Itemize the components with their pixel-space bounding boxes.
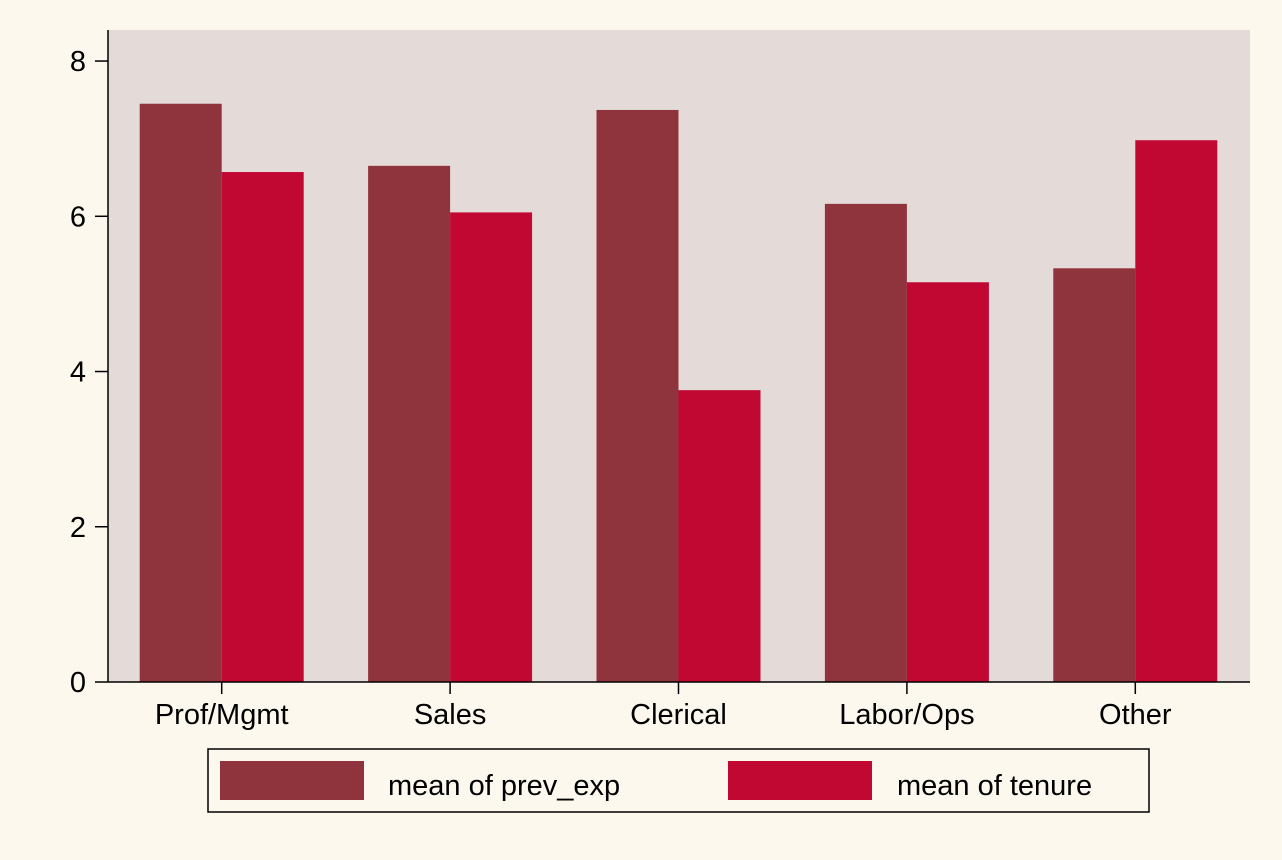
bar-mean-of-prev-exp-clerical [596, 109, 679, 682]
bar-mean-of-tenure-prof-mgmt [221, 172, 304, 683]
legend-swatch-tenure [728, 761, 872, 800]
legend-label-tenure: mean of tenure [897, 770, 1092, 802]
legend-box [207, 748, 1150, 813]
bars-group [139, 103, 1218, 683]
y-tick-label-2: 2 [70, 512, 86, 544]
bar-mean-of-tenure-labor-ops [906, 282, 989, 682]
x-tick-label-clerical: Clerical [630, 699, 727, 731]
axes-group: 0 2 4 6 8 Prof/Mgmt Sales Clerical Labor/Ops Othe… [70, 30, 1250, 731]
x-tick-label-prof-mgmt: Prof/Mgmt [155, 699, 289, 731]
legend: mean of prev_exp mean of tenure [207, 748, 1150, 813]
bar-mean-of-tenure-clerical [678, 390, 761, 682]
x-tick-label-sales: Sales [414, 699, 487, 731]
legend-swatch-prev-exp [220, 761, 364, 800]
x-tick-label-labor-ops: Labor/Ops [839, 699, 974, 731]
bar-mean-of-tenure-other [1135, 140, 1218, 682]
y-tick-label-6: 6 [70, 201, 86, 233]
bar-mean-of-prev-exp-labor-ops [824, 203, 907, 682]
bar-mean-of-tenure-sales [450, 212, 533, 682]
legend-label-prev-exp: mean of prev_exp [388, 770, 620, 802]
y-tick-label-8: 8 [70, 46, 86, 78]
y-tick-label-0: 0 [70, 667, 86, 699]
y-tick-label-4: 4 [70, 357, 86, 389]
bar-mean-of-prev-exp-other [1053, 268, 1136, 682]
x-tick-label-other: Other [1099, 699, 1172, 731]
bar-mean-of-prev-exp-prof-mgmt [139, 103, 222, 682]
bar-mean-of-prev-exp-sales [368, 165, 451, 683]
